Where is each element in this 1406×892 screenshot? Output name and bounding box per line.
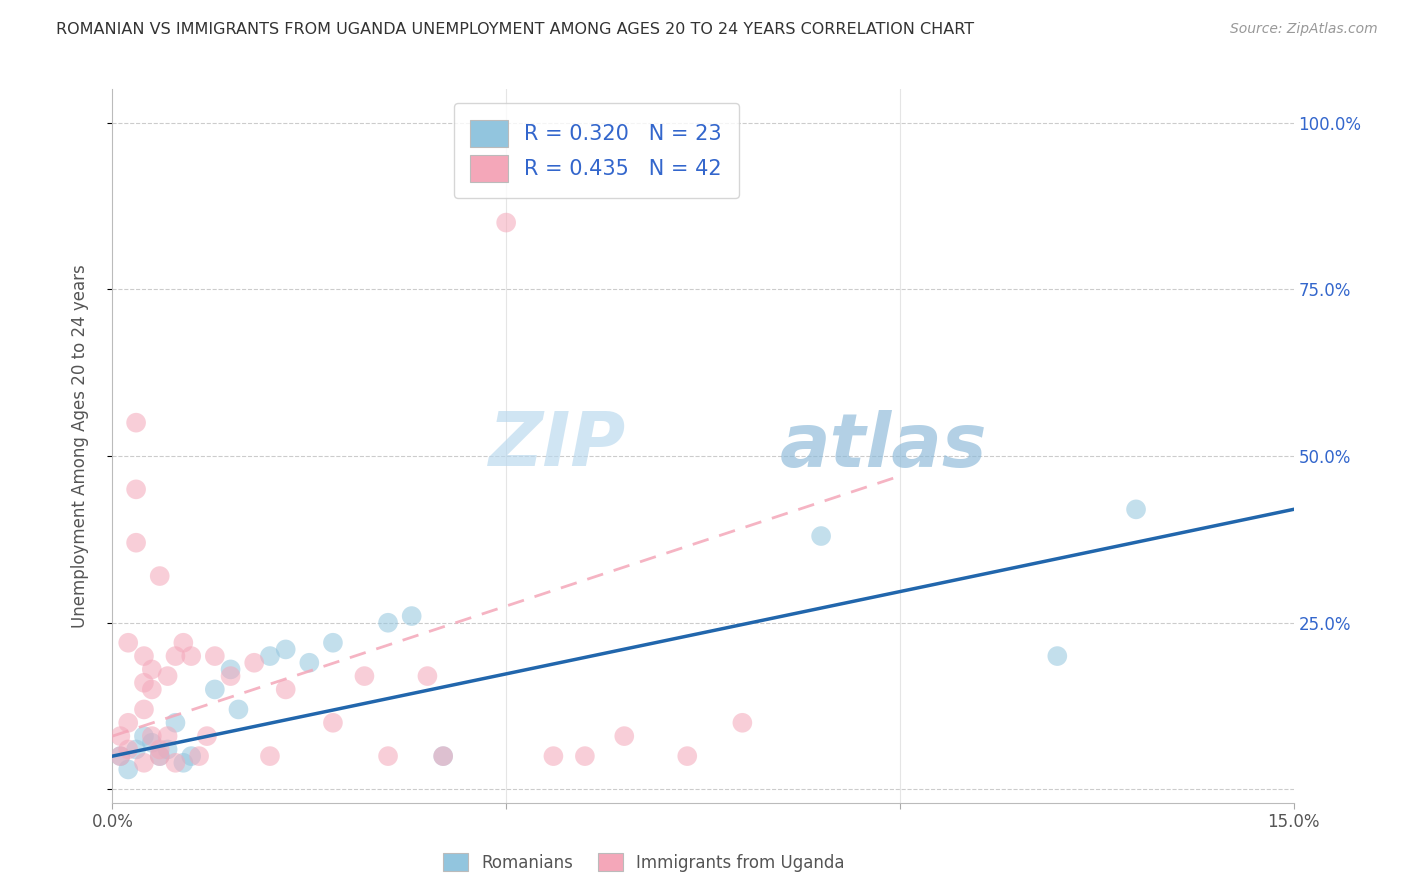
Point (117, 636, 139, 650)
Point (495, 216, 517, 230)
Text: ROMANIAN VS IMMIGRANTS FROM UGANDA UNEMPLOYMENT AMONG AGES 20 TO 24 YEARS CORREL: ROMANIAN VS IMMIGRANTS FROM UGANDA UNEMP… (56, 22, 974, 37)
Point (132, 649, 155, 664)
Point (156, 669, 179, 683)
Point (125, 483, 148, 497)
Point (149, 742, 172, 756)
Point (613, 729, 636, 743)
Point (204, 649, 226, 664)
Point (219, 669, 242, 683)
Text: ZIP: ZIP (489, 409, 626, 483)
Point (416, 669, 439, 683)
Point (125, 535, 148, 549)
Point (110, 749, 132, 764)
Point (165, 649, 187, 664)
Text: Source: ZipAtlas.com: Source: ZipAtlas.com (1230, 22, 1378, 37)
Point (676, 749, 699, 764)
Point (156, 742, 179, 756)
Point (274, 682, 297, 697)
Point (165, 715, 187, 730)
Point (141, 682, 163, 697)
Point (141, 729, 163, 743)
Point (574, 749, 596, 764)
Point (149, 569, 172, 583)
Point (132, 702, 155, 716)
Point (125, 742, 148, 756)
Point (432, 749, 454, 764)
Point (731, 715, 754, 730)
Point (298, 656, 321, 670)
Point (165, 756, 187, 770)
Point (188, 749, 211, 764)
Point (274, 642, 297, 657)
Point (141, 736, 163, 750)
Point (156, 729, 179, 743)
Point (228, 702, 250, 716)
Point (110, 749, 132, 764)
Point (543, 749, 565, 764)
Point (259, 649, 281, 664)
Point (1125, 502, 1147, 516)
Point (353, 669, 375, 683)
Point (195, 729, 218, 743)
Point (204, 682, 226, 697)
Point (125, 416, 148, 430)
Point (141, 662, 163, 676)
Point (377, 615, 399, 630)
Point (432, 749, 454, 764)
Point (172, 756, 194, 770)
Point (180, 649, 202, 664)
Point (180, 749, 202, 764)
Y-axis label: Unemployment Among Ages 20 to 24 years: Unemployment Among Ages 20 to 24 years (70, 264, 89, 628)
Text: atlas: atlas (780, 409, 987, 483)
Point (1046, 649, 1069, 664)
Point (810, 529, 832, 543)
Point (149, 749, 172, 764)
Legend: Romanians, Immigrants from Uganda: Romanians, Immigrants from Uganda (434, 845, 853, 880)
Point (132, 756, 155, 770)
Point (117, 742, 139, 756)
Point (172, 636, 194, 650)
Point (377, 749, 399, 764)
Point (259, 749, 281, 764)
Point (322, 636, 344, 650)
Point (401, 609, 423, 624)
Point (149, 749, 172, 764)
Point (219, 662, 242, 676)
Point (132, 729, 155, 743)
Point (117, 715, 139, 730)
Point (132, 675, 155, 690)
Point (243, 656, 266, 670)
Point (322, 715, 344, 730)
Point (110, 729, 132, 743)
Point (117, 763, 139, 777)
